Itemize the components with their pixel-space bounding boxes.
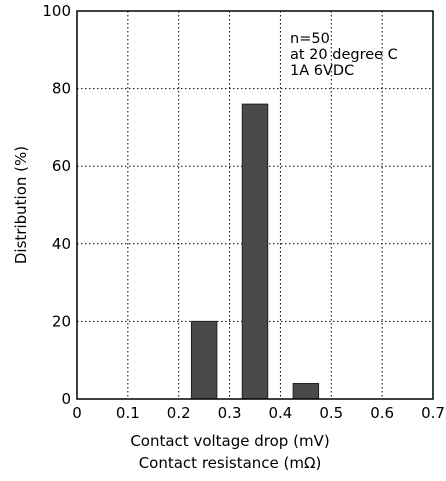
annotation-line: n=50 xyxy=(290,31,330,47)
y-axis-title: Distribution (%) xyxy=(12,146,30,264)
y-tick-label: 0 xyxy=(61,390,71,408)
x-tick-label: 0.3 xyxy=(218,404,242,422)
bar xyxy=(292,382,320,400)
annotation-line: 1A 6VDC xyxy=(290,63,354,79)
bar xyxy=(190,320,218,400)
bar xyxy=(241,103,269,400)
grid-lines xyxy=(77,11,433,399)
y-tick-labels: 0 20 40 60 80 100 xyxy=(42,2,71,408)
y-tick-label: 20 xyxy=(52,312,71,330)
bars xyxy=(190,103,320,400)
y-tick-label: 80 xyxy=(52,80,71,98)
plot-frame xyxy=(76,10,434,400)
x-tick-label: 0.2 xyxy=(167,404,191,422)
x-tick-label: 0.7 xyxy=(421,404,445,422)
x-tick-label: 0.6 xyxy=(370,404,394,422)
y-tick-label: 40 xyxy=(52,235,71,253)
x-tick-label: 0 xyxy=(72,404,82,422)
x-tick-labels: 0 0.1 0.2 0.3 0.4 0.5 0.6 0.7 xyxy=(72,404,445,422)
x-axis-title-line-2: Contact resistance (mΩ) xyxy=(139,454,322,472)
x-tick-label: 0.4 xyxy=(268,404,292,422)
y-tick-label: 100 xyxy=(42,2,71,20)
y-tick-label: 60 xyxy=(52,157,71,175)
x-axis-title-line-1: Contact voltage drop (mV) xyxy=(130,432,329,450)
annotation-line: at 20 degree C xyxy=(290,47,398,63)
x-tick-label: 0.5 xyxy=(319,404,343,422)
x-tick-label: 0.1 xyxy=(116,404,140,422)
